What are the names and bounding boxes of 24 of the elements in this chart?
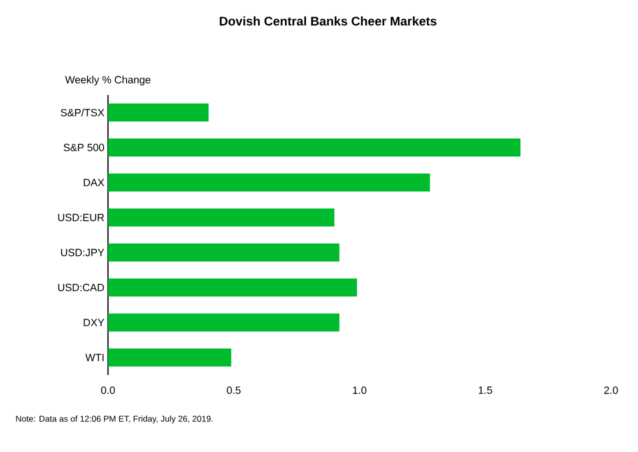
x-tick-label: 2.0	[604, 386, 618, 394]
bar	[108, 104, 209, 122]
y-tick-label: USD:EUR	[58, 214, 104, 222]
bar	[108, 174, 430, 192]
x-tick-label: 0.5	[226, 386, 241, 394]
bar	[108, 348, 232, 367]
text: Note: Data as of 12:06 PM ET, Friday, July 26, 2019.	[16, 416, 213, 424]
bar	[108, 244, 340, 262]
x-tick-label: 0.0	[101, 386, 115, 394]
y-axis-title: Weekly % Change	[65, 76, 150, 86]
y-tick-label: USD:JPY	[61, 248, 104, 256]
bar	[108, 138, 520, 157]
y-tick-label: DAX	[84, 178, 104, 186]
bar	[108, 278, 357, 297]
x-tick-label: 1.0	[353, 386, 366, 394]
bar	[108, 208, 334, 227]
y-tick-label: S&P/TSX	[60, 108, 104, 116]
y-tick-label: S&P 500	[64, 144, 104, 152]
y-tick-label: WTI	[85, 354, 104, 362]
y-tick-label: USD:CAD	[58, 284, 104, 292]
chart-title: Dovish Central Banks Cheer Markets	[220, 16, 436, 26]
x-tick-label: 1.5	[478, 386, 492, 394]
bar	[108, 314, 340, 332]
y-tick-label: DXY	[84, 318, 104, 326]
